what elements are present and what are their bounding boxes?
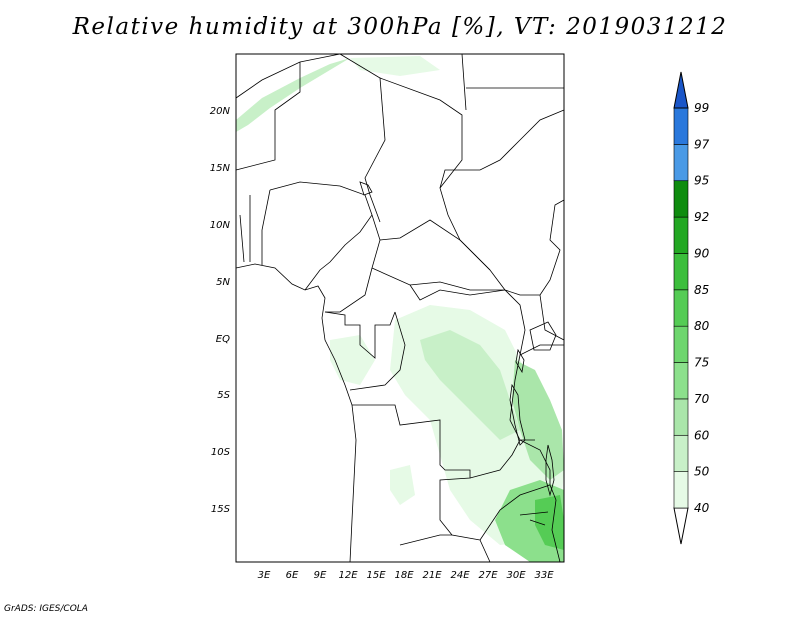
- lat-tick-label: 20N: [210, 106, 231, 117]
- colorbar-level-label: 97: [694, 137, 710, 151]
- map-frame: [235, 53, 565, 563]
- lon-tick-label: 27E: [478, 570, 498, 581]
- colorbar-segment: [673, 362, 689, 400]
- colorbar: 40 50 60 70 75 80 85 90 92 95 97 99: [673, 71, 710, 545]
- border-nigeria-west: [239, 189, 271, 265]
- colorbar-level-label: 80: [694, 319, 710, 333]
- shade-west-patch: [330, 335, 375, 385]
- colorbar-extend-low: [673, 507, 689, 545]
- coastline-west: [235, 263, 357, 563]
- longitude-axis: 3E 6E 9E 12E 15E 18E 21E 24E 27E 30E 33E: [258, 570, 555, 581]
- shade-north-band: [236, 58, 350, 132]
- colorbar-segment: [673, 253, 689, 291]
- border-sudan-east: [439, 109, 565, 189]
- colorbar-extend-high: [673, 71, 689, 109]
- border-namibia-botswana: [399, 534, 491, 563]
- colorbar-level-label: 40: [694, 501, 710, 515]
- shade-congo-mid: [420, 330, 520, 440]
- lake-chad: [359, 181, 373, 196]
- border-libya-egypt: [461, 53, 564, 111]
- lon-tick-label: 21E: [422, 570, 442, 581]
- lat-tick-label: 10N: [210, 220, 231, 231]
- lon-tick-label: 6E: [286, 570, 299, 581]
- shade-east-mid: [512, 360, 564, 480]
- colorbar-segment: [673, 180, 689, 218]
- border-zambia: [469, 439, 551, 541]
- border-mali-niger-north: [235, 53, 341, 171]
- lake-albert: [515, 348, 525, 374]
- lakes: [359, 181, 557, 497]
- border-congo-gabon: [324, 311, 396, 359]
- colorbar-level-label: 90: [694, 246, 710, 260]
- shade-north-band-2: [350, 56, 440, 76]
- border-chad-sudan: [379, 77, 491, 271]
- lon-tick-label: 33E: [534, 570, 554, 581]
- colorbar-segment: [673, 107, 689, 145]
- shade-southeast-core: [535, 495, 564, 550]
- lat-tick-label: EQ: [216, 334, 230, 345]
- lat-tick-label: 10S: [211, 447, 231, 458]
- border-drc: [349, 284, 535, 441]
- shade-south-patch: [390, 465, 415, 505]
- border-east-africa: [519, 199, 565, 356]
- lon-tick-label: 12E: [338, 570, 358, 581]
- colorbar-segment: [673, 398, 689, 436]
- colorbar-segment: [673, 471, 689, 509]
- colorbar-level-label: 70: [694, 392, 710, 406]
- lat-tick-label: 5S: [217, 390, 230, 401]
- lat-tick-label: 5N: [216, 277, 230, 288]
- lon-tick-label: 24E: [450, 570, 470, 581]
- colorbar-segment: [673, 325, 689, 363]
- lat-tick-label: 15S: [211, 504, 231, 515]
- lake-malawi: [545, 444, 555, 497]
- border-mozambique: [519, 484, 561, 563]
- lake-tanganyika: [509, 383, 526, 446]
- colorbar-level-label: 85: [694, 283, 709, 297]
- chart-title: Relative humidity at 300hPa [%], VT: 201…: [72, 14, 728, 40]
- border-angola: [352, 404, 481, 541]
- lon-tick-label: 9E: [314, 570, 327, 581]
- colorbar-segment: [673, 289, 689, 327]
- border-niger-chad: [339, 53, 386, 223]
- lon-tick-label: 15E: [366, 570, 386, 581]
- lat-tick-label: 15N: [210, 163, 231, 174]
- colorbar-segment: [673, 434, 689, 472]
- colorbar-level-label: 99: [694, 101, 709, 115]
- border-cameroon: [325, 214, 381, 313]
- border-nigeria: [269, 181, 373, 291]
- country-boundaries: [235, 53, 565, 563]
- lake-victoria: [529, 321, 557, 351]
- lon-tick-label: 3E: [258, 570, 271, 581]
- colorbar-level-label: 60: [694, 428, 710, 442]
- border-car: [371, 219, 540, 296]
- colorbar-level-label: 75: [694, 356, 709, 370]
- lon-tick-label: 30E: [506, 570, 526, 581]
- colorbar-level-label: 50: [694, 465, 710, 479]
- colorbar-segment: [673, 216, 689, 254]
- colorbar-level-label: 95: [694, 174, 709, 188]
- lon-tick-label: 18E: [394, 570, 414, 581]
- colorbar-segment: [673, 144, 689, 182]
- colorbar-level-label: 92: [694, 210, 709, 224]
- latitude-axis: 20N 15N 10N 5N EQ 5S 10S 15S: [210, 106, 231, 515]
- humidity-shading: [236, 56, 564, 562]
- credit-text: GrADS: IGES/COLA: [4, 604, 88, 614]
